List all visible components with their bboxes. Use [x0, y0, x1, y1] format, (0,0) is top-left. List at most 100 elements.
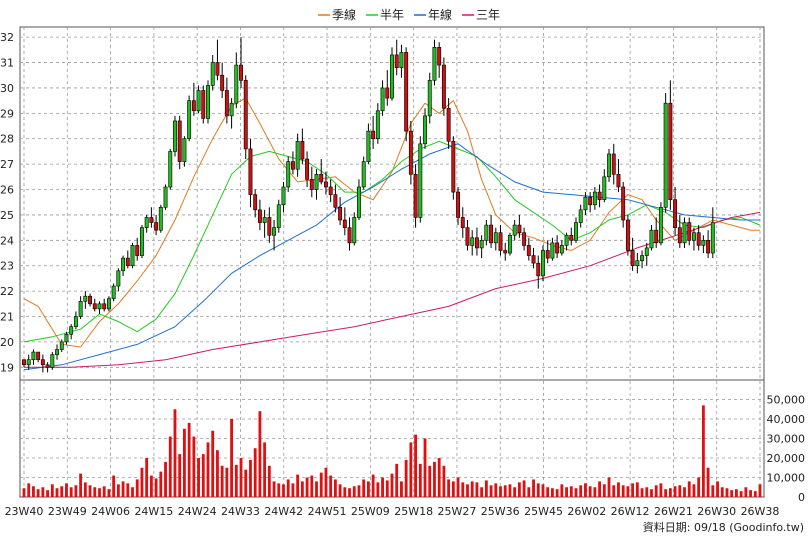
candle-body — [338, 207, 343, 221]
candle-body — [522, 232, 527, 246]
volume-bar — [197, 458, 200, 497]
candle-body — [116, 270, 121, 287]
volume-bar — [437, 458, 441, 497]
volume-bar — [385, 480, 389, 497]
candle-body — [182, 138, 187, 162]
candlestick — [375, 103, 380, 144]
candlestick — [616, 159, 621, 193]
candlestick — [191, 82, 196, 116]
candle-body — [460, 217, 465, 228]
legend-label: 年線 — [428, 7, 452, 22]
candlestick — [687, 217, 692, 246]
volume-bar — [753, 491, 757, 497]
candlestick — [201, 85, 206, 124]
volume-bar — [352, 486, 356, 497]
x-tick-label: 25W18 — [394, 505, 433, 518]
candlestick — [574, 217, 578, 243]
candlestick — [536, 255, 541, 289]
volume-bar — [546, 487, 550, 497]
legend-label: 三年 — [476, 8, 500, 22]
candle-body — [498, 232, 503, 251]
volume-bar — [598, 481, 602, 497]
x-tick-label: 26W38 — [741, 505, 780, 518]
candle-body — [375, 110, 380, 140]
candle-body — [196, 90, 201, 112]
candle-body — [474, 237, 479, 249]
volume-bar — [343, 487, 347, 497]
candlestick — [300, 128, 305, 165]
volume-bar — [739, 491, 743, 497]
candlestick — [456, 186, 461, 226]
candlestick — [706, 230, 711, 259]
candlestick — [682, 217, 687, 248]
candlestick — [545, 240, 550, 264]
candle-body — [352, 217, 357, 244]
candle-body — [130, 245, 135, 267]
candle-body — [111, 285, 116, 300]
candlestick — [78, 296, 83, 320]
candle-body — [257, 209, 262, 223]
candlestick — [630, 237, 635, 271]
volume-bar — [730, 490, 734, 497]
volume-bar — [560, 484, 564, 497]
candle-body — [649, 229, 654, 249]
candle-body — [69, 326, 74, 335]
candle-body — [644, 247, 649, 256]
volume-bar — [305, 477, 309, 497]
volume-bar — [711, 485, 715, 497]
candle-body — [630, 250, 635, 267]
volume-bar — [423, 438, 427, 497]
candle-body — [357, 186, 361, 218]
candlestick — [522, 227, 527, 251]
candlestick — [173, 115, 177, 157]
volume-bar — [182, 428, 186, 497]
candle-body — [272, 227, 277, 236]
candle-body — [102, 303, 107, 310]
volume-bar — [173, 409, 177, 497]
price-tick-label: 25 — [0, 209, 14, 222]
moving-average-line — [23, 140, 761, 343]
candlestick — [569, 227, 574, 246]
candle-body — [144, 217, 149, 228]
candlestick — [607, 148, 611, 182]
candlestick — [239, 37, 243, 88]
volume-bar — [400, 481, 403, 497]
volume-bar — [315, 481, 318, 497]
volume-bar — [414, 434, 418, 497]
volume-bar — [494, 483, 498, 497]
candlestick — [441, 57, 446, 116]
candlestick — [635, 253, 640, 274]
volume-bar — [135, 479, 139, 497]
candle-body — [602, 176, 607, 200]
candlestick — [196, 85, 201, 114]
candle-body — [432, 47, 437, 81]
volume-bar — [697, 477, 701, 497]
candlestick — [385, 70, 390, 106]
candle-body — [701, 240, 706, 246]
volume-bar — [640, 488, 644, 497]
candlestick — [611, 143, 616, 185]
candlestick — [602, 169, 607, 203]
volume-bar — [126, 483, 130, 497]
candle-body — [314, 173, 319, 190]
candlestick — [305, 151, 310, 187]
x-tick-label: 25W36 — [481, 505, 520, 518]
candlestick — [177, 115, 182, 170]
candlestick — [361, 156, 366, 190]
volume-bar — [357, 485, 361, 497]
volume-bar — [466, 484, 469, 497]
candle-body — [173, 120, 177, 152]
candlestick — [163, 184, 168, 210]
volume-bar — [517, 482, 521, 497]
candle-body — [210, 62, 215, 86]
candle-body — [149, 217, 154, 223]
candlestick — [512, 220, 517, 241]
volume-bar — [451, 481, 455, 497]
candle-body — [493, 232, 498, 244]
candlestick — [663, 93, 668, 213]
volume-bar — [36, 489, 40, 497]
volume-bar — [362, 479, 366, 497]
candle-body — [517, 224, 522, 234]
